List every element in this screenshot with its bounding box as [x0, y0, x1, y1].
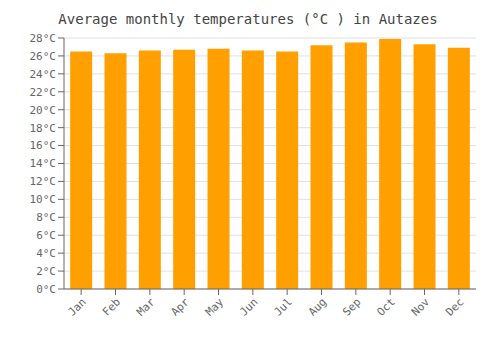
svg-text:18°C: 18°C: [30, 122, 57, 135]
svg-text:14°C: 14°C: [30, 157, 57, 170]
svg-text:6°C: 6°C: [36, 229, 56, 242]
svg-text:May: May: [203, 295, 227, 319]
svg-text:Mar: Mar: [134, 295, 158, 319]
svg-text:0°C: 0°C: [36, 283, 56, 296]
svg-text:Sep: Sep: [340, 295, 363, 318]
svg-text:Oct: Oct: [375, 295, 398, 318]
svg-text:Apr: Apr: [169, 295, 193, 319]
svg-text:Nov: Nov: [409, 295, 433, 319]
svg-text:28°C: 28°C: [30, 32, 57, 45]
svg-text:20°C: 20°C: [30, 104, 57, 117]
svg-text:16°C: 16°C: [30, 139, 57, 152]
svg-text:12°C: 12°C: [30, 175, 57, 188]
svg-text:Dec: Dec: [443, 295, 466, 318]
svg-text:10°C: 10°C: [30, 193, 57, 206]
svg-text:8°C: 8°C: [36, 211, 56, 224]
svg-text:Jun: Jun: [237, 295, 260, 318]
svg-text:Jul: Jul: [272, 295, 295, 318]
html-text:Average monthly temperatures (: Average monthly temperatures (°C ) in Au…: [58, 11, 438, 27]
svg-text:Jan: Jan: [66, 295, 89, 318]
svg-text:4°C: 4°C: [36, 247, 56, 260]
svg-text:26°C: 26°C: [30, 50, 57, 63]
svg-text:Feb: Feb: [100, 295, 123, 318]
svg-text:22°C: 22°C: [30, 86, 57, 99]
svg-text:2°C: 2°C: [36, 265, 56, 278]
svg-text:24°C: 24°C: [30, 68, 57, 81]
svg-text:Aug: Aug: [306, 295, 329, 318]
